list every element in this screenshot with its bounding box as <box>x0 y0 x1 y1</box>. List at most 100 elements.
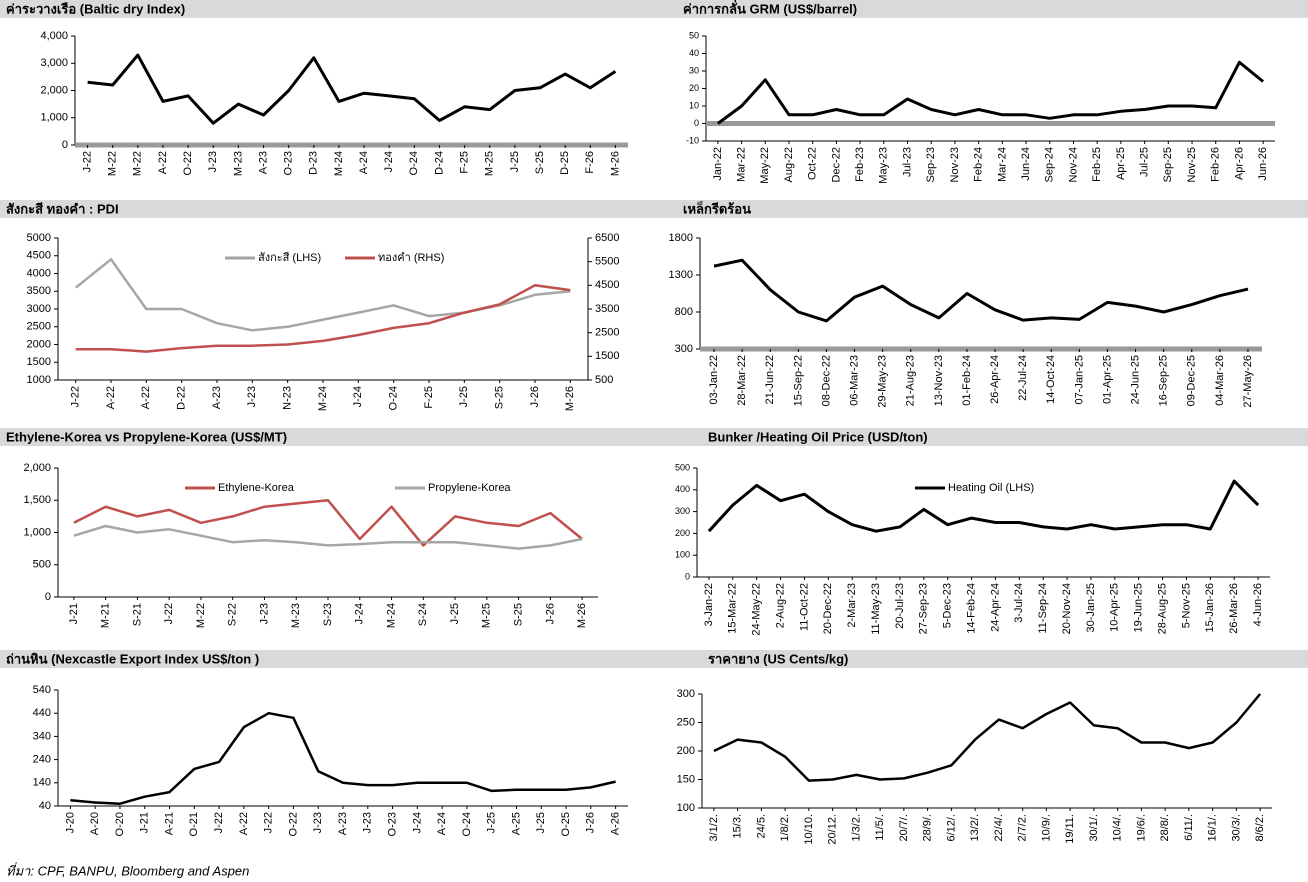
x-tick-label: O-22 <box>182 151 194 175</box>
y-tick-label: 20 <box>689 83 699 93</box>
x-tick-label: 4-Jun-26 <box>1252 583 1264 626</box>
x-tick-label: Oct-22 <box>807 147 819 180</box>
y-tick-label: 2500 <box>27 321 51 333</box>
x-tick-label: 1/3/2. <box>850 814 862 842</box>
x-tick-label: 10/4/. <box>1112 814 1124 842</box>
x-tick-label: May-22 <box>759 147 771 184</box>
x-tick-label: A-23 <box>337 812 349 835</box>
chart-title: ถ่านหิน (Nexcastle Export Index US$/ton … <box>6 651 259 666</box>
y-tick-label: 4000 <box>27 267 51 279</box>
x-tick-label: 8/6/2. <box>1254 814 1266 842</box>
x-tick-label: M-25 <box>484 151 496 176</box>
x-tick-label: 26-Apr-24 <box>989 355 1001 404</box>
x-tick-label: 27-May-26 <box>1242 355 1254 408</box>
y-tick-label: 1,000 <box>40 112 68 124</box>
x-tick-label: Dec-22 <box>830 147 842 182</box>
x-tick-label: J-26 <box>585 812 597 833</box>
y-tick-label: 1000 <box>27 374 51 386</box>
legend-label: Heating Oil (LHS) <box>948 482 1034 494</box>
x-tick-label: A-21 <box>163 812 175 835</box>
x-tick-label: Sep-25 <box>1162 147 1174 182</box>
x-tick-label: 3-Jan-22 <box>703 583 715 626</box>
x-tick-label: 28/9/. <box>922 814 934 842</box>
x-tick-label: J-22 <box>163 603 175 624</box>
x-tick-label: Nov-24 <box>1067 147 1079 182</box>
x-tick-label: O-23 <box>386 812 398 836</box>
y-tick-label: 1,000 <box>23 526 51 538</box>
x-tick-label: J-26 <box>544 603 556 624</box>
x-tick-label: J-22 <box>81 151 93 172</box>
y2-tick-label: 1500 <box>595 350 619 362</box>
x-tick-label: 5-Nov-25 <box>1180 583 1192 628</box>
x-tick-label: A-22 <box>105 386 117 409</box>
y-tick-label: 200 <box>675 528 690 538</box>
legend-label: ทองคำ (RHS) <box>378 252 444 264</box>
title-bar <box>0 0 1308 18</box>
source-note: ที่มา: CPF, BANPU, Bloomberg and Aspen <box>6 861 249 878</box>
x-tick-label: Jan-22 <box>712 147 724 181</box>
x-tick-label: 20-Dec-22 <box>822 583 834 634</box>
x-tick-label: 15-Mar-22 <box>727 583 739 634</box>
y-tick-label: 540 <box>33 684 51 696</box>
x-tick-label: 11-Sep-24 <box>1037 583 1049 634</box>
y-tick-label: 1,500 <box>23 494 51 506</box>
y-tick-label: 100 <box>677 802 695 814</box>
x-tick-label: 24-May-22 <box>751 583 763 636</box>
x-tick-label: 28-Aug-25 <box>1156 583 1168 634</box>
chart-title: สังกะสี ทองคำ : PDI <box>6 201 119 216</box>
x-tick-label: M-22 <box>107 151 119 176</box>
x-tick-label: 2-Mar-23 <box>846 583 858 628</box>
x-tick-label: Sep-23 <box>925 147 937 182</box>
y-tick-label: 3500 <box>27 285 51 297</box>
x-tick-label: J-25 <box>449 603 461 624</box>
x-tick-label: 01-Apr-25 <box>1101 355 1113 404</box>
y-tick-label: 0 <box>62 139 68 151</box>
series-line <box>87 53 617 125</box>
x-tick-label: M-26 <box>564 386 576 411</box>
x-tick-label: S-25 <box>494 386 506 409</box>
x-tick-label: J-25 <box>509 151 521 172</box>
y-tick-label: 1500 <box>27 356 51 368</box>
x-tick-label: J-25 <box>458 386 470 407</box>
x-tick-label: 15-Jan-26 <box>1204 583 1216 633</box>
x-tick-label: 07-Jan-25 <box>1073 355 1085 405</box>
x-tick-label: 3/1/2. <box>708 814 720 842</box>
y-tick-label: 240 <box>33 754 51 766</box>
x-tick-label: J-24 <box>352 386 364 407</box>
x-tick-label: Apr-26 <box>1233 147 1245 180</box>
y-tick-label: 4500 <box>27 250 51 262</box>
y-tick-label: 3000 <box>27 303 51 315</box>
x-tick-label: 21-Jun-22 <box>764 355 776 405</box>
y-tick-label: 40 <box>689 48 699 58</box>
x-tick-label: 26-Mar-26 <box>1228 583 1240 634</box>
x-tick-label: M-23 <box>232 151 244 176</box>
x-tick-label: Sep-24 <box>1044 147 1056 182</box>
x-tick-label: J-22 <box>263 812 275 833</box>
x-tick-label: S-23 <box>322 603 334 626</box>
x-tick-label: N-23 <box>282 386 294 410</box>
x-tick-label: Jun-24 <box>1020 147 1032 181</box>
y-tick-label: 4,000 <box>40 30 68 42</box>
y-tick-label: 300 <box>675 506 690 516</box>
y-tick-label: 40 <box>39 800 51 812</box>
y-tick-label: 340 <box>33 730 51 742</box>
x-tick-label: Mar-24 <box>996 147 1008 182</box>
x-tick-label: J-21 <box>139 812 151 833</box>
x-tick-label: D-24 <box>433 151 445 175</box>
x-tick-label: J-23 <box>362 812 374 833</box>
x-tick-label: J-25 <box>535 812 547 833</box>
series-line <box>75 284 571 353</box>
x-tick-label: M-21 <box>100 603 112 628</box>
y-tick-label: 2000 <box>27 338 51 350</box>
x-tick-label: Feb-24 <box>973 147 985 182</box>
x-tick-label: Feb-23 <box>854 147 866 182</box>
x-tick-label: A-22 <box>157 151 169 174</box>
series-line <box>713 693 1262 782</box>
x-tick-label: 27-Sep-23 <box>918 583 930 634</box>
x-tick-label: J-22 <box>213 812 225 833</box>
x-tick-label: A-23 <box>257 151 269 174</box>
chart-title: ค่าระวางเรือ (Baltic dry Index) <box>6 1 185 16</box>
x-tick-label: May-23 <box>878 147 890 184</box>
x-tick-label: 09-Dec-25 <box>1186 355 1198 406</box>
x-tick-label: S-25 <box>534 151 546 174</box>
